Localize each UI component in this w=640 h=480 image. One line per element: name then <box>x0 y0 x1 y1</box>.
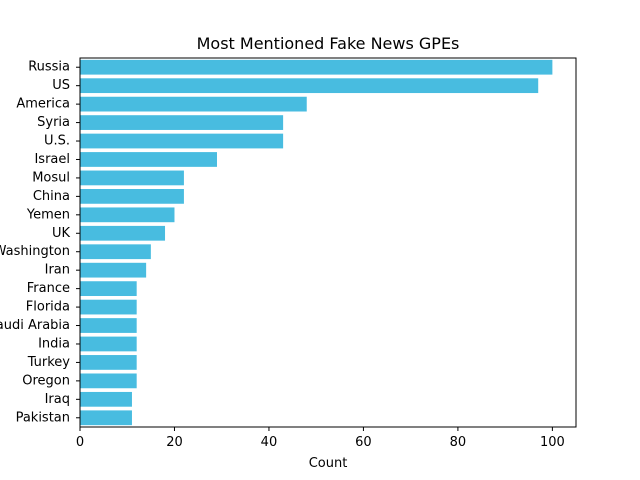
bar <box>80 262 147 278</box>
bar <box>80 133 284 149</box>
bar <box>80 355 137 370</box>
y-tick-label: US <box>52 78 70 93</box>
y-axis-ticks: Russia US America Syria U.S. Israel Mosul China… <box>0 60 80 425</box>
bar <box>80 78 539 94</box>
y-tick-label: France <box>27 281 70 296</box>
y-tick-label: Iran <box>45 263 70 278</box>
bar <box>80 299 137 315</box>
x-tick-label: 20 <box>166 435 183 450</box>
bar <box>80 188 184 204</box>
bar <box>80 225 166 241</box>
y-tick-label: Washington <box>0 244 70 259</box>
y-tick-label: India <box>38 336 70 351</box>
x-tick-label: 0 <box>76 435 84 450</box>
x-tick-label: 60 <box>355 435 372 450</box>
y-tick-label: Saudi Arabia <box>0 318 70 333</box>
y-tick-label: Iraq <box>45 392 70 407</box>
chart-title: Most Mentioned Fake News GPEs <box>197 34 460 53</box>
bar <box>80 410 132 426</box>
y-tick-label: Florida <box>26 300 70 315</box>
x-tick-label: 80 <box>450 435 467 450</box>
bar <box>80 96 307 112</box>
bar <box>80 391 132 407</box>
bar <box>80 207 175 223</box>
bar <box>80 373 137 389</box>
y-tick-label: Israel <box>34 152 70 167</box>
y-tick-label: Syria <box>37 115 70 130</box>
y-tick-label: Mosul <box>32 170 70 185</box>
bar <box>80 115 284 130</box>
y-tick-label: UK <box>52 226 71 241</box>
x-axis-ticks: 0 20 40 60 80 100 <box>76 427 565 450</box>
y-tick-label: Yemen <box>26 207 70 222</box>
y-tick-label: China <box>33 189 70 204</box>
x-axis-label: Count <box>309 456 348 471</box>
y-tick-label: Russia <box>28 60 70 75</box>
x-tick-label: 100 <box>540 435 565 450</box>
y-tick-label: Pakistan <box>16 410 70 425</box>
bar <box>80 59 553 75</box>
bar <box>80 336 137 352</box>
x-tick-label: 40 <box>261 435 278 450</box>
bar <box>80 244 151 260</box>
bar <box>80 170 184 186</box>
y-tick-label: Oregon <box>22 373 70 388</box>
y-tick-label: U.S. <box>44 134 70 149</box>
bar <box>80 281 137 297</box>
bar <box>80 152 217 167</box>
bars-group <box>80 59 553 426</box>
y-tick-label: America <box>16 97 70 112</box>
plot-frame <box>79 57 577 428</box>
y-tick-label: Turkey <box>27 355 71 370</box>
bar <box>80 318 137 333</box>
